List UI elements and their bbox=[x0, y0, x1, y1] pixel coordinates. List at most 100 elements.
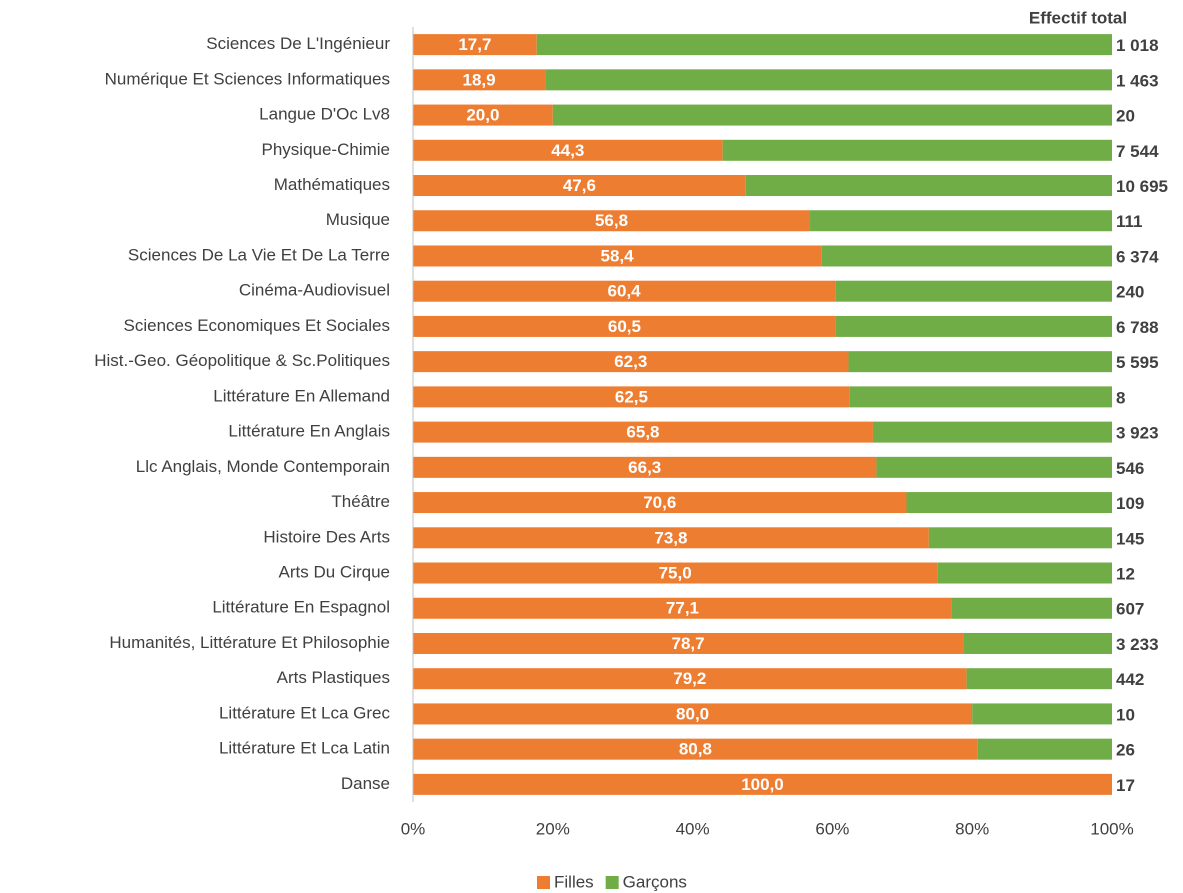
data-label: 58,4 bbox=[601, 246, 635, 265]
total-label: 10 bbox=[1116, 705, 1135, 724]
x-tick-label: 80% bbox=[955, 819, 989, 838]
total-label: 1 018 bbox=[1116, 36, 1159, 55]
data-label: 47,6 bbox=[563, 176, 596, 195]
y-tick-label: Littérature En Anglais bbox=[228, 422, 390, 441]
bar-segment bbox=[413, 703, 973, 725]
x-tick-label: 20% bbox=[536, 819, 570, 838]
bar-segment bbox=[413, 351, 849, 373]
data-label: 78,7 bbox=[672, 634, 705, 653]
total-label: 10 695 bbox=[1116, 177, 1168, 196]
y-tick-label: Littérature Et Lca Grec bbox=[219, 703, 391, 722]
bar-segment bbox=[413, 597, 952, 619]
total-label: 1 463 bbox=[1116, 71, 1159, 90]
y-tick-label: Humanités, Littérature Et Philosophie bbox=[109, 633, 390, 652]
data-label: 100,0 bbox=[741, 775, 784, 794]
bar-segment bbox=[876, 456, 1112, 478]
total-label: 7 544 bbox=[1116, 142, 1159, 161]
bar-segment bbox=[413, 773, 1112, 795]
data-label: 60,5 bbox=[608, 317, 641, 336]
data-label: 65,8 bbox=[626, 423, 659, 442]
data-label: 77,1 bbox=[666, 599, 699, 618]
bar-segment bbox=[872, 421, 1112, 443]
bar-segment bbox=[928, 527, 1112, 549]
total-label: 5 595 bbox=[1116, 353, 1159, 372]
total-label: 240 bbox=[1116, 283, 1144, 302]
bar-segment bbox=[937, 562, 1112, 584]
bar-segment bbox=[413, 315, 836, 337]
bar-segment bbox=[951, 597, 1112, 619]
total-label: 145 bbox=[1116, 529, 1144, 548]
bar-segment bbox=[413, 280, 836, 302]
bar-segment bbox=[849, 386, 1112, 408]
y-tick-label: Littérature En Allemand bbox=[213, 386, 390, 405]
bar-segment bbox=[413, 421, 873, 443]
total-label: 26 bbox=[1116, 741, 1135, 760]
y-tick-label: Arts Du Cirque bbox=[279, 563, 390, 582]
y-tick-label: Théâtre bbox=[331, 492, 390, 511]
bar-segment bbox=[413, 456, 877, 478]
total-label: 20 bbox=[1116, 107, 1135, 126]
bar-segment bbox=[906, 492, 1112, 514]
data-label: 75,0 bbox=[659, 564, 692, 583]
total-label: 109 bbox=[1116, 494, 1144, 513]
bar-segment bbox=[722, 139, 1112, 161]
y-tick-label: Langue D'Oc Lv8 bbox=[259, 105, 390, 124]
y-tick-label: Danse bbox=[341, 774, 390, 793]
data-label: 62,5 bbox=[615, 387, 648, 406]
y-tick-label: Musique bbox=[326, 210, 390, 229]
total-label: 8 bbox=[1116, 388, 1125, 407]
legend-swatch bbox=[605, 876, 619, 889]
data-label: 20,0 bbox=[466, 106, 499, 125]
y-tick-label: Mathématiques bbox=[274, 175, 390, 194]
legend-label: Filles bbox=[554, 872, 594, 891]
y-tick-label: Llc Anglais, Monde Contemporain bbox=[136, 457, 390, 476]
bar-segment bbox=[413, 562, 938, 584]
bar-segment bbox=[413, 104, 553, 126]
data-label: 80,8 bbox=[679, 740, 712, 759]
data-label: 18,9 bbox=[463, 70, 496, 89]
total-label: 3 923 bbox=[1116, 424, 1159, 443]
bar-segment bbox=[966, 668, 1112, 690]
bar-segment bbox=[977, 738, 1112, 760]
data-label: 70,6 bbox=[643, 493, 676, 512]
y-tick-label: Sciences De La Vie Et De La Terre bbox=[128, 245, 390, 264]
bar-segment bbox=[413, 210, 811, 232]
x-tick-label: 60% bbox=[815, 819, 849, 838]
y-tick-label: Physique-Chimie bbox=[262, 140, 391, 159]
totals-title: Effectif total bbox=[1029, 8, 1127, 27]
y-tick-label: Hist.-Geo. Géopolitique & Sc.Politiques bbox=[94, 351, 390, 370]
bar-segment bbox=[413, 738, 978, 760]
data-label: 44,3 bbox=[551, 141, 584, 160]
y-tick-label: Arts Plastiques bbox=[277, 668, 390, 687]
data-label: 73,8 bbox=[654, 528, 687, 547]
x-tick-label: 100% bbox=[1090, 819, 1133, 838]
bar-segment bbox=[821, 245, 1112, 267]
bar-segment bbox=[552, 104, 1112, 126]
y-tick-label: Cinéma-Audiovisuel bbox=[239, 281, 390, 300]
legend-label: Garçons bbox=[623, 872, 687, 891]
total-label: 546 bbox=[1116, 459, 1144, 478]
bar-segment bbox=[413, 69, 546, 91]
total-label: 111 bbox=[1116, 212, 1143, 231]
y-tick-label: Sciences Economiques Et Sociales bbox=[124, 316, 390, 335]
total-label: 17 bbox=[1116, 776, 1135, 795]
bar-segment bbox=[963, 632, 1112, 654]
total-label: 12 bbox=[1116, 565, 1135, 584]
total-label: 3 233 bbox=[1116, 635, 1159, 654]
y-tick-label: Littérature En Espagnol bbox=[212, 598, 390, 617]
y-tick-label: Numérique Et Sciences Informatiques bbox=[105, 69, 390, 88]
y-tick-label: Sciences De L'Ingénieur bbox=[206, 34, 390, 53]
data-label: 79,2 bbox=[673, 669, 706, 688]
data-label: 66,3 bbox=[628, 458, 661, 477]
bar-segment bbox=[835, 280, 1112, 302]
total-label: 6 788 bbox=[1116, 318, 1159, 337]
data-label: 17,7 bbox=[458, 35, 491, 54]
bar-segment bbox=[413, 668, 967, 690]
data-label: 56,8 bbox=[595, 211, 628, 230]
bar-segment bbox=[848, 351, 1112, 373]
bar-segment bbox=[413, 492, 907, 514]
x-tick-label: 0% bbox=[401, 819, 426, 838]
x-tick-label: 40% bbox=[676, 819, 710, 838]
bar-segment bbox=[810, 210, 1112, 232]
